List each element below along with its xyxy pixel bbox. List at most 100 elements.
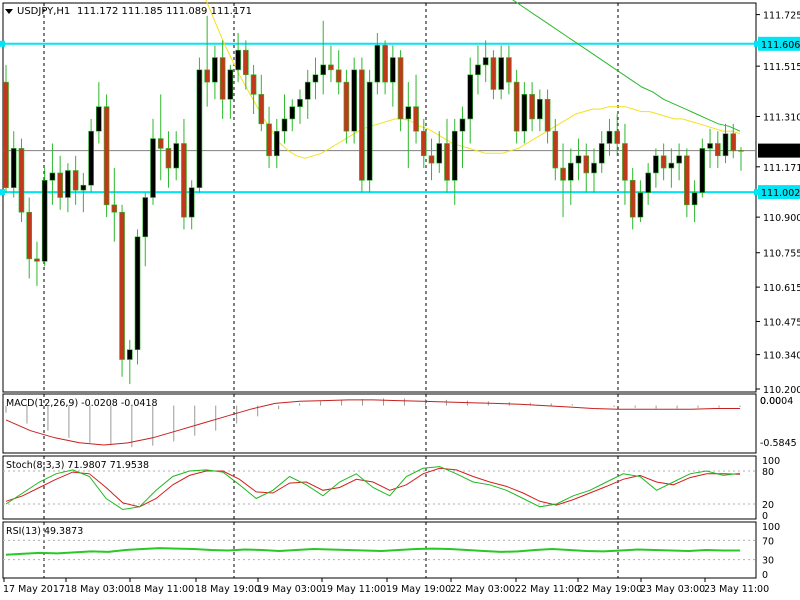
candle-body (65, 170, 71, 198)
level-handle (754, 189, 759, 196)
rsi-line (5, 547, 740, 556)
ma-slow-line (512, 0, 741, 132)
macd-axis-zero: 0.00 (760, 396, 781, 407)
candle-body (413, 106, 419, 132)
candle-body (351, 69, 357, 132)
candle-body (10, 148, 17, 188)
macd-signal-line (5, 399, 740, 446)
dropdown-arrow-icon[interactable] (5, 9, 13, 14)
pane-frame (2, 393, 757, 454)
price-tick-label: 110.200 (763, 385, 800, 396)
candle-body (684, 155, 690, 206)
level-handle (754, 40, 759, 47)
candle-body (598, 143, 605, 164)
stoch-main-line (5, 466, 741, 511)
candle-body (49, 172, 56, 181)
stoch-label: Stoch(8,3,3) 71.9807 71.9538 (6, 460, 149, 471)
level-price-tag (758, 36, 800, 51)
pane-frame (2, 455, 757, 520)
stoch-axis-label: 20 (762, 500, 774, 511)
candle-body (529, 94, 535, 120)
time-tick-label: 22 May 19:00 (577, 584, 642, 595)
candle-body (583, 155, 590, 174)
candle-body (18, 148, 25, 213)
candle-body (72, 170, 79, 191)
ma-fast-line (205, 0, 741, 159)
candle-body (142, 197, 149, 238)
candle-body (482, 57, 489, 66)
candle-body (235, 49, 241, 71)
candle-body (335, 69, 342, 83)
candle-body (428, 155, 435, 164)
candle-body (273, 130, 280, 157)
candle-body (738, 150, 744, 152)
candle-body (668, 162, 675, 169)
candle-body (645, 172, 651, 193)
price-pane[interactable]: 111.606 111.002 111.171 (0, 0, 800, 385)
candle-body (730, 133, 737, 152)
time-tick-label: 19 May 11:00 (321, 584, 386, 595)
candle-body (382, 44, 388, 83)
candle-body (629, 180, 636, 218)
candle-body (103, 106, 110, 206)
level-handle (0, 40, 5, 47)
candle-body (297, 98, 303, 107)
level-price-label: 111.002 (761, 188, 800, 199)
candle-body (320, 64, 327, 76)
chart-header: USDJPY,H1 111.172 111.185 111.089 111.17… (5, 6, 252, 17)
candle-body (490, 57, 497, 90)
current-price-label: 111.171 (761, 147, 800, 158)
candle-body (676, 155, 682, 164)
candle-body (134, 236, 141, 351)
price-tick-label: 111.310 (763, 112, 800, 123)
candle-body (699, 148, 706, 193)
candle-body (405, 106, 412, 120)
time-tick-label: 23 May 03:00 (640, 584, 705, 595)
candle-body (537, 98, 543, 120)
stoch-axis-label: 80 (762, 467, 774, 478)
moving-averages (205, 0, 741, 159)
price-tick-label: 111.171 (763, 163, 800, 174)
symbol-label: USDJPY,H1 (17, 6, 70, 17)
candle-body (374, 44, 381, 83)
candle-body (444, 143, 450, 181)
candle-body (227, 69, 234, 100)
candle-body (173, 143, 180, 169)
candle-body (506, 57, 512, 83)
candle-body (390, 57, 396, 83)
candle-body (552, 130, 559, 169)
candle-body (3, 81, 9, 188)
time-tick-label: 19 May 03:00 (257, 584, 322, 595)
rsi-axis-label: 0 (762, 570, 768, 581)
candle-body (157, 138, 164, 149)
rsi-axis-label: 30 (762, 556, 774, 567)
level-price-label: 111.606 (761, 40, 800, 51)
candle-body (606, 130, 613, 144)
candle-body (366, 81, 373, 181)
candle-body (660, 155, 667, 169)
candle-body (397, 57, 404, 120)
time-tick-label: 17 May 2017 (3, 584, 65, 595)
price-axis: 111.725 111.515 111.310 111.171 110.900 110.7… (756, 11, 800, 396)
candle-body (359, 69, 365, 181)
candle-body (165, 148, 172, 169)
time-tick-label: 23 May 11:00 (704, 584, 769, 595)
price-tick-label: 111.515 (763, 62, 800, 73)
panel-frames (2, 2, 757, 579)
candle-body (219, 57, 226, 100)
time-tick-label: 18 May 19:00 (195, 584, 260, 595)
candle-body (111, 204, 118, 213)
candle-body (204, 69, 210, 83)
candle-body (544, 98, 551, 132)
candle-body (57, 172, 63, 198)
candle-body (560, 167, 566, 181)
candle-body (622, 143, 628, 181)
time-tick-label: 19 May 19:00 (386, 584, 451, 595)
rsi-axis-label: 100 (762, 522, 780, 533)
candle-body (312, 74, 319, 83)
price-tick-label: 111.725 (763, 11, 800, 22)
